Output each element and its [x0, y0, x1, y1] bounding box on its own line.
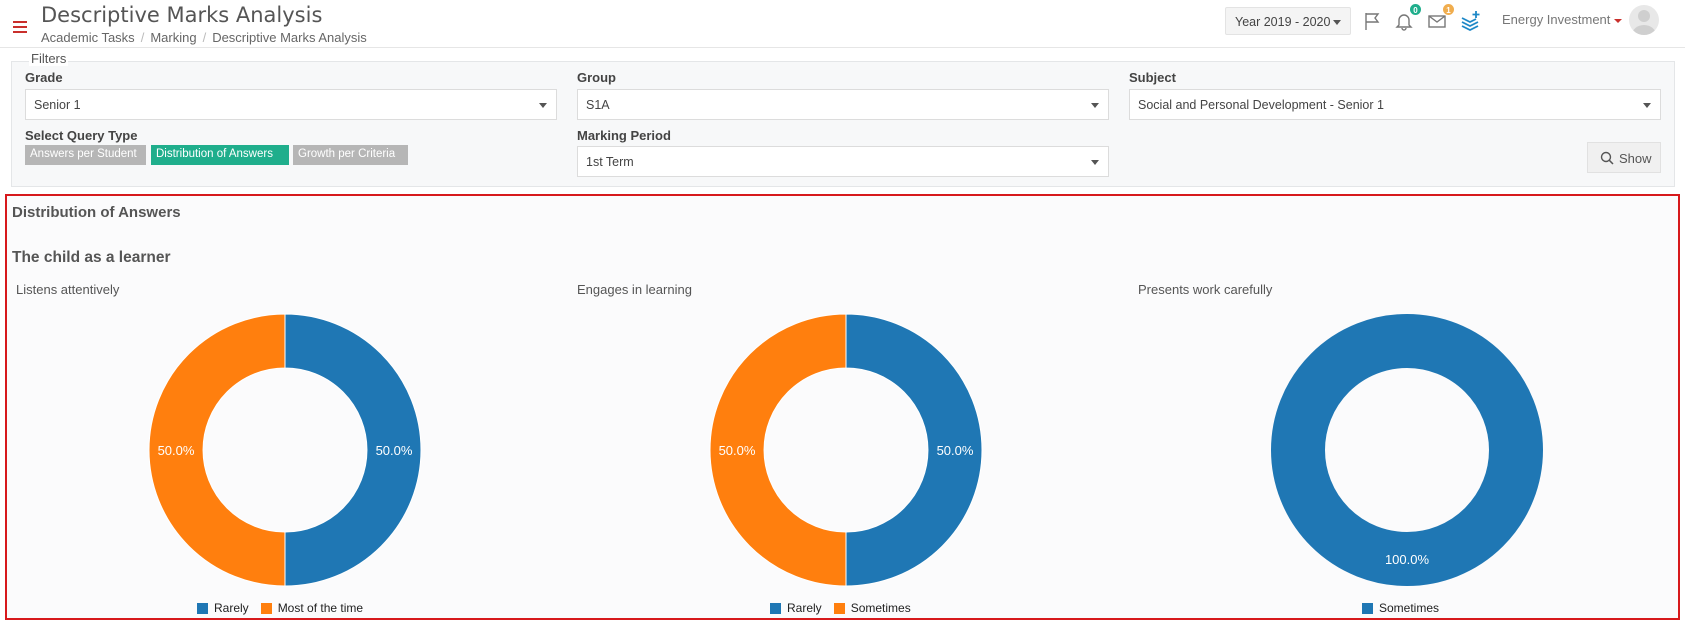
- legend-item-most-of-the-time[interactable]: Most of the time: [260, 601, 364, 615]
- year-select[interactable]: Year 2019 - 2020: [1225, 7, 1351, 35]
- legend-item-sometimes[interactable]: Sometimes: [833, 601, 911, 615]
- donut-data-label: 50.0%: [376, 443, 413, 458]
- legend-item-sometimes[interactable]: Sometimes: [1362, 601, 1439, 615]
- page-title: Descriptive Marks Analysis: [41, 3, 323, 27]
- envelope-icon[interactable]: 1: [1426, 3, 1455, 32]
- legend-label: Rarely: [214, 601, 249, 615]
- notifications-badge: 0: [1409, 3, 1422, 16]
- grade-select-value: Senior 1: [34, 98, 81, 112]
- donut-data-label: 50.0%: [937, 443, 974, 458]
- chevron-down-icon: [539, 103, 547, 108]
- query-answers-per-student-button[interactable]: Answers per Student: [25, 145, 146, 165]
- donut-chart-presents-work-carefully: 100.0%: [1271, 314, 1543, 586]
- chevron-down-icon: [1643, 103, 1651, 108]
- query-type-label: Select Query Type: [25, 128, 138, 143]
- show-button[interactable]: Show: [1587, 142, 1661, 173]
- subject-select[interactable]: Social and Personal Development - Senior…: [1129, 89, 1661, 120]
- donut-slice-sometimes: [1271, 314, 1543, 586]
- flag-icon[interactable]: [1362, 10, 1384, 32]
- grade-select[interactable]: Senior 1: [25, 89, 557, 120]
- hamburger-menu-icon[interactable]: [13, 21, 27, 33]
- chevron-down-icon: [1333, 20, 1341, 25]
- chart-legend: Rarely Sometimes: [770, 601, 923, 615]
- legend-swatch: [1362, 602, 1373, 614]
- donut-slice-rarely: [284, 313, 422, 587]
- legend-item-rarely[interactable]: Rarely: [197, 601, 249, 615]
- breadcrumb: Academic Tasks / Marking / Descriptive M…: [41, 30, 367, 45]
- chart-title-engages-in-learning: Engages in learning: [577, 282, 692, 297]
- legend-label: Sometimes: [850, 601, 911, 615]
- marking-period-select[interactable]: 1st Term: [577, 146, 1109, 177]
- chevron-down-icon: [1091, 103, 1099, 108]
- search-icon: [1600, 151, 1614, 165]
- chart-legend: Sometimes: [1362, 601, 1451, 615]
- donut-chart-listens-attentively: 50.0% 50.0%: [148, 313, 422, 587]
- section-title: The child as a learner: [12, 249, 171, 266]
- donut-slice-rarely: [845, 313, 983, 587]
- breadcrumb-item-academic-tasks[interactable]: Academic Tasks: [41, 30, 135, 45]
- show-button-label: Show: [1619, 151, 1652, 166]
- marking-period-label: Marking Period: [577, 128, 671, 143]
- breadcrumb-item-current: Descriptive Marks Analysis: [212, 30, 367, 45]
- layers-add-icon[interactable]: [1460, 10, 1482, 32]
- subject-select-value: Social and Personal Development - Senior…: [1138, 98, 1384, 112]
- group-select[interactable]: S1A: [577, 89, 1109, 120]
- top-header: Descriptive Marks Analysis Academic Task…: [0, 0, 1685, 48]
- legend-label: Rarely: [787, 601, 822, 615]
- chevron-down-icon: [1091, 160, 1099, 165]
- subject-label: Subject: [1129, 70, 1176, 85]
- donut-slice-sometimes: [709, 313, 847, 587]
- breadcrumb-item-marking[interactable]: Marking: [150, 30, 197, 45]
- grade-label: Grade: [25, 70, 63, 85]
- donut-data-label: 50.0%: [158, 443, 195, 458]
- legend-swatch: [770, 602, 781, 614]
- filters-legend: Filters: [29, 51, 69, 66]
- group-select-value: S1A: [586, 98, 610, 112]
- bell-icon[interactable]: 0: [1393, 3, 1422, 32]
- query-growth-per-criteria-button[interactable]: Growth per Criteria: [293, 145, 408, 165]
- chevron-down-icon[interactable]: [1614, 19, 1622, 23]
- user-name[interactable]: Energy Investment: [1502, 12, 1611, 27]
- breadcrumb-separator: /: [202, 30, 207, 45]
- marking-period-select-value: 1st Term: [586, 155, 634, 169]
- results-title: Distribution of Answers: [12, 204, 181, 221]
- legend-swatch: [260, 602, 272, 614]
- legend-swatch: [197, 602, 208, 614]
- donut-chart-engages-in-learning: 50.0% 50.0%: [709, 313, 983, 587]
- chart-title-presents-work-carefully: Presents work carefully: [1138, 282, 1273, 297]
- legend-item-rarely[interactable]: Rarely: [770, 601, 822, 615]
- chart-legend: Rarely Most of the time: [197, 601, 375, 615]
- chart-title-listens-attentively: Listens attentively: [16, 282, 120, 297]
- legend-label: Sometimes: [1379, 601, 1440, 615]
- donut-data-label: 50.0%: [719, 443, 756, 458]
- breadcrumb-separator: /: [140, 30, 145, 45]
- donut-slice-most-of-the-time: [148, 313, 286, 587]
- query-distribution-of-answers-button[interactable]: Distribution of Answers: [151, 145, 289, 165]
- legend-swatch: [833, 602, 845, 614]
- messages-badge: 1: [1442, 3, 1455, 16]
- avatar[interactable]: [1629, 5, 1659, 35]
- group-label: Group: [577, 70, 616, 85]
- donut-data-label: 100.0%: [1385, 552, 1430, 567]
- legend-label: Most of the time: [277, 601, 364, 615]
- year-select-value: Year 2019 - 2020: [1235, 15, 1331, 29]
